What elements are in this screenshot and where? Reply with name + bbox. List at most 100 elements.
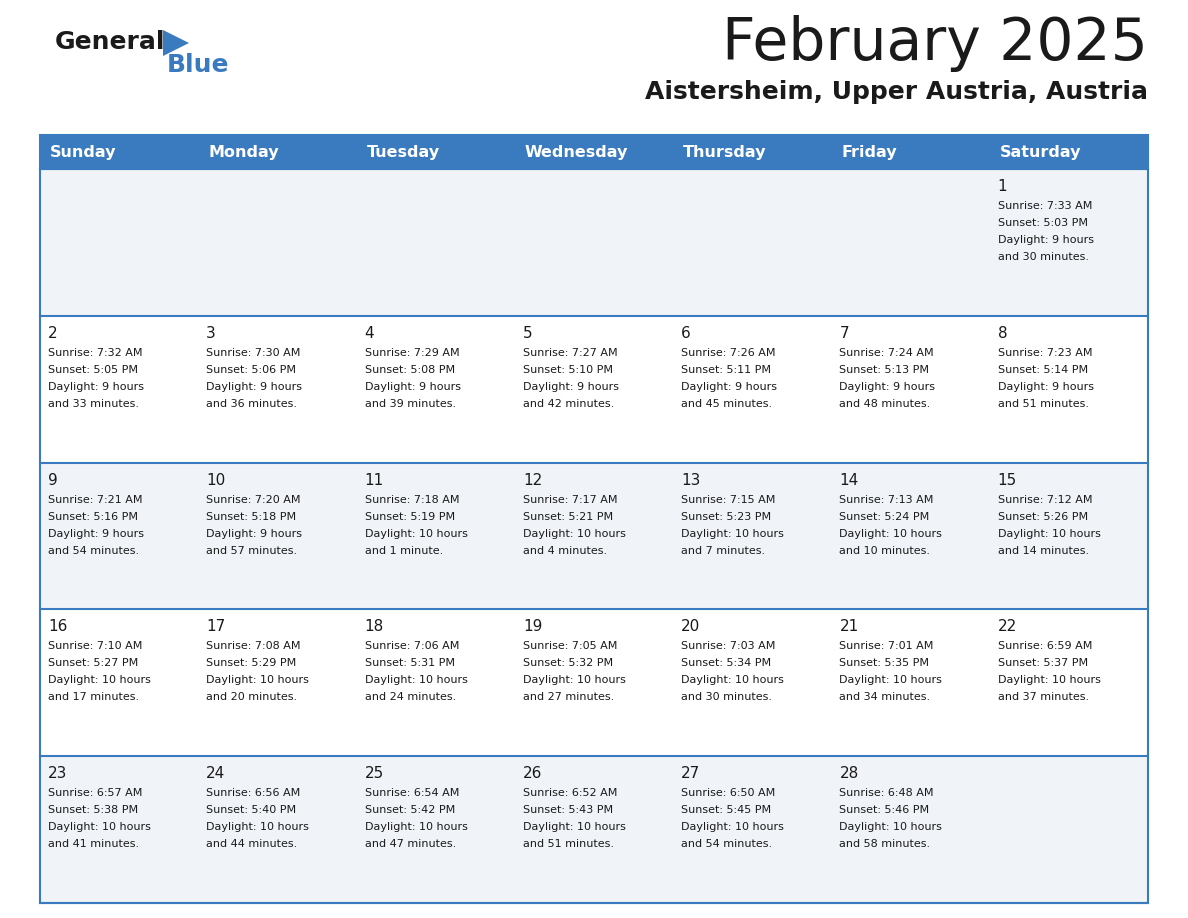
Text: Wednesday: Wednesday [525, 144, 628, 160]
Text: Sunrise: 6:57 AM: Sunrise: 6:57 AM [48, 789, 143, 798]
Text: 18: 18 [365, 620, 384, 634]
Text: 23: 23 [48, 767, 68, 781]
Text: 27: 27 [681, 767, 701, 781]
Text: 21: 21 [840, 620, 859, 634]
Text: 5: 5 [523, 326, 532, 341]
Text: Sunrise: 6:52 AM: Sunrise: 6:52 AM [523, 789, 618, 798]
Text: Sunset: 5:35 PM: Sunset: 5:35 PM [840, 658, 929, 668]
Text: Saturday: Saturday [1000, 144, 1081, 160]
Text: 1: 1 [998, 179, 1007, 194]
Text: and 39 minutes.: and 39 minutes. [365, 398, 456, 409]
Text: Sunset: 5:21 PM: Sunset: 5:21 PM [523, 511, 613, 521]
Text: February 2025: February 2025 [722, 15, 1148, 72]
Text: and 41 minutes.: and 41 minutes. [48, 839, 139, 849]
Text: Sunrise: 7:26 AM: Sunrise: 7:26 AM [681, 348, 776, 358]
Text: Daylight: 9 hours: Daylight: 9 hours [523, 382, 619, 392]
Text: and 57 minutes.: and 57 minutes. [207, 545, 297, 555]
Text: 28: 28 [840, 767, 859, 781]
Text: Sunset: 5:42 PM: Sunset: 5:42 PM [365, 805, 455, 815]
Text: 6: 6 [681, 326, 691, 341]
Text: Daylight: 10 hours: Daylight: 10 hours [998, 529, 1100, 539]
Text: Daylight: 9 hours: Daylight: 9 hours [840, 382, 935, 392]
Text: 8: 8 [998, 326, 1007, 341]
Text: Sunset: 5:24 PM: Sunset: 5:24 PM [840, 511, 930, 521]
Text: 22: 22 [998, 620, 1017, 634]
Text: Sunset: 5:10 PM: Sunset: 5:10 PM [523, 364, 613, 375]
Text: and 36 minutes.: and 36 minutes. [207, 398, 297, 409]
Bar [40, 610, 1148, 756]
Bar [40, 135, 1148, 903]
Text: Sunset: 5:43 PM: Sunset: 5:43 PM [523, 805, 613, 815]
Text: and 37 minutes.: and 37 minutes. [998, 692, 1089, 702]
Text: Sunset: 5:11 PM: Sunset: 5:11 PM [681, 364, 771, 375]
Text: Sunrise: 7:33 AM: Sunrise: 7:33 AM [998, 201, 1092, 211]
Text: and 47 minutes.: and 47 minutes. [365, 839, 456, 849]
Text: Daylight: 10 hours: Daylight: 10 hours [681, 823, 784, 833]
Text: Sunrise: 7:05 AM: Sunrise: 7:05 AM [523, 642, 618, 652]
Text: Sunset: 5:38 PM: Sunset: 5:38 PM [48, 805, 138, 815]
Text: Daylight: 9 hours: Daylight: 9 hours [998, 235, 1094, 245]
Text: and 34 minutes.: and 34 minutes. [840, 692, 930, 702]
Text: Daylight: 10 hours: Daylight: 10 hours [523, 529, 626, 539]
Text: Daylight: 10 hours: Daylight: 10 hours [681, 529, 784, 539]
Text: Monday: Monday [208, 144, 279, 160]
Text: Sunrise: 7:23 AM: Sunrise: 7:23 AM [998, 348, 1092, 358]
Text: 4: 4 [365, 326, 374, 341]
Text: Daylight: 9 hours: Daylight: 9 hours [207, 529, 302, 539]
Text: Sunset: 5:18 PM: Sunset: 5:18 PM [207, 511, 297, 521]
Text: Daylight: 10 hours: Daylight: 10 hours [365, 529, 467, 539]
Text: and 14 minutes.: and 14 minutes. [998, 545, 1089, 555]
Text: Sunset: 5:23 PM: Sunset: 5:23 PM [681, 511, 771, 521]
Text: Sunset: 5:19 PM: Sunset: 5:19 PM [365, 511, 455, 521]
Text: Sunrise: 7:10 AM: Sunrise: 7:10 AM [48, 642, 143, 652]
Text: Sunrise: 7:32 AM: Sunrise: 7:32 AM [48, 348, 143, 358]
Text: Sunset: 5:29 PM: Sunset: 5:29 PM [207, 658, 297, 668]
Text: Sunrise: 7:21 AM: Sunrise: 7:21 AM [48, 495, 143, 505]
Text: Friday: Friday [841, 144, 897, 160]
Text: Daylight: 10 hours: Daylight: 10 hours [48, 823, 151, 833]
Text: Daylight: 9 hours: Daylight: 9 hours [681, 382, 777, 392]
Text: Daylight: 10 hours: Daylight: 10 hours [523, 823, 626, 833]
Text: 19: 19 [523, 620, 542, 634]
Text: 15: 15 [998, 473, 1017, 487]
Text: Sunrise: 7:18 AM: Sunrise: 7:18 AM [365, 495, 459, 505]
Text: Sunset: 5:06 PM: Sunset: 5:06 PM [207, 364, 296, 375]
Text: 12: 12 [523, 473, 542, 487]
Text: 14: 14 [840, 473, 859, 487]
Text: Aistersheim, Upper Austria, Austria: Aistersheim, Upper Austria, Austria [645, 80, 1148, 104]
Text: and 44 minutes.: and 44 minutes. [207, 839, 297, 849]
Text: 17: 17 [207, 620, 226, 634]
Text: and 45 minutes.: and 45 minutes. [681, 398, 772, 409]
Text: Daylight: 9 hours: Daylight: 9 hours [365, 382, 461, 392]
Text: and 51 minutes.: and 51 minutes. [998, 398, 1088, 409]
Text: Sunrise: 6:48 AM: Sunrise: 6:48 AM [840, 789, 934, 798]
Text: 24: 24 [207, 767, 226, 781]
Text: Sunset: 5:31 PM: Sunset: 5:31 PM [365, 658, 455, 668]
Text: 2: 2 [48, 326, 58, 341]
Text: Daylight: 10 hours: Daylight: 10 hours [998, 676, 1100, 686]
Text: Daylight: 10 hours: Daylight: 10 hours [48, 676, 151, 686]
Text: Daylight: 10 hours: Daylight: 10 hours [840, 676, 942, 686]
Text: Daylight: 9 hours: Daylight: 9 hours [998, 382, 1094, 392]
Text: and 42 minutes.: and 42 minutes. [523, 398, 614, 409]
Text: and 51 minutes.: and 51 minutes. [523, 839, 614, 849]
Text: Sunset: 5:13 PM: Sunset: 5:13 PM [840, 364, 929, 375]
Text: Sunrise: 6:59 AM: Sunrise: 6:59 AM [998, 642, 1092, 652]
Text: and 33 minutes.: and 33 minutes. [48, 398, 139, 409]
Text: Sunrise: 7:08 AM: Sunrise: 7:08 AM [207, 642, 301, 652]
Text: and 58 minutes.: and 58 minutes. [840, 839, 930, 849]
Text: and 54 minutes.: and 54 minutes. [681, 839, 772, 849]
Text: 13: 13 [681, 473, 701, 487]
Text: Sunrise: 7:12 AM: Sunrise: 7:12 AM [998, 495, 1092, 505]
Text: 20: 20 [681, 620, 701, 634]
Text: Daylight: 10 hours: Daylight: 10 hours [840, 823, 942, 833]
Bar [40, 169, 1148, 316]
Text: and 17 minutes.: and 17 minutes. [48, 692, 139, 702]
Text: Daylight: 10 hours: Daylight: 10 hours [681, 676, 784, 686]
Text: and 30 minutes.: and 30 minutes. [681, 692, 772, 702]
Text: and 20 minutes.: and 20 minutes. [207, 692, 297, 702]
Text: and 54 minutes.: and 54 minutes. [48, 545, 139, 555]
Text: and 27 minutes.: and 27 minutes. [523, 692, 614, 702]
Text: 16: 16 [48, 620, 68, 634]
Text: Sunrise: 7:13 AM: Sunrise: 7:13 AM [840, 495, 934, 505]
